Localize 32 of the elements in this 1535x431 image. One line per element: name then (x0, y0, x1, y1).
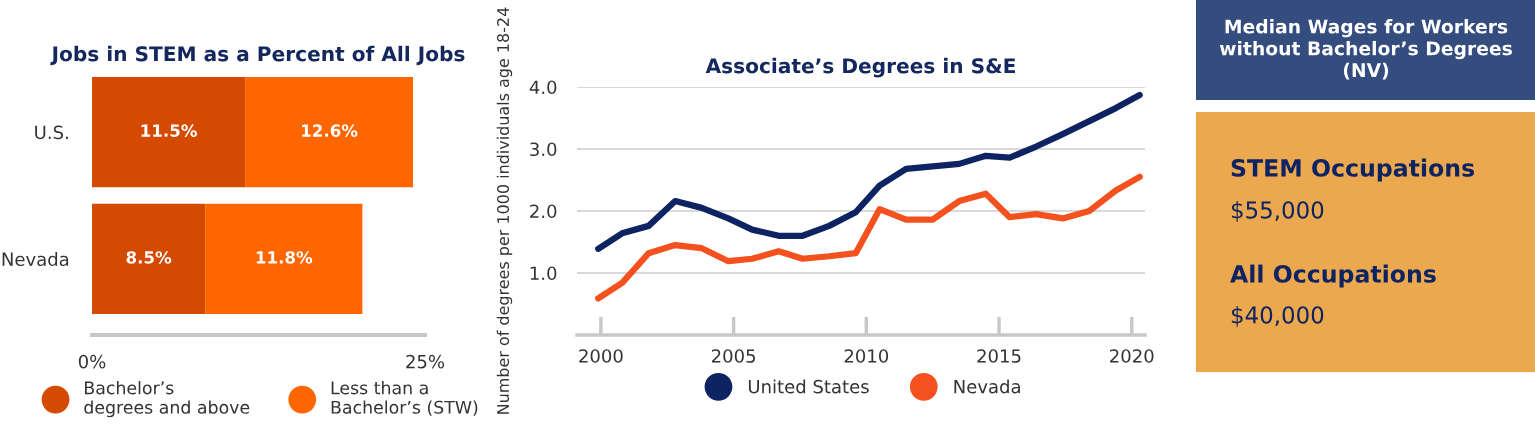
bar (92, 203, 206, 315)
chart-title: Associate’s Degrees in S&E (705, 57, 1015, 78)
x-tick-label: 2000 (579, 349, 623, 363)
text: Median Wages for Workers without Bachelor’s Degrees (NV) (1219, 19, 1512, 80)
x-tick-label: 0% (78, 354, 106, 369)
data-label: 8.5% (126, 251, 172, 264)
y-tick-label: 2.0 (530, 204, 557, 219)
y-tick-label: U.S. (35, 125, 68, 140)
legend-label: Less than a Bachelor’s (STW) (331, 380, 478, 416)
text: $55,000 (1231, 200, 1324, 222)
y-tick-label: 4.0 (529, 80, 557, 95)
x-tick-label: 2010 (844, 349, 889, 363)
bar (92, 76, 246, 188)
y-tick-label: 1.0 (530, 266, 557, 281)
bar (205, 203, 363, 315)
bar (245, 76, 414, 188)
legend-label: United States (748, 379, 869, 394)
x-tick-label: 2015 (977, 349, 1021, 363)
legend-label: Bachelor’s degrees and above (84, 380, 250, 418)
y-tick-label: 3.0 (530, 142, 557, 157)
legend-label: Nevada (954, 379, 1020, 394)
y-axis-title: Number of degrees per 1000 individuals age 18-24 (496, 7, 513, 414)
x-tick-label: 2020 (1110, 349, 1154, 363)
text: $40,000 (1231, 305, 1324, 327)
chart-title: Jobs in STEM as a Percent of All Jobs (50, 45, 465, 66)
x-tick-label: 2005 (711, 349, 755, 363)
x-tick-label: 25% (406, 354, 445, 369)
data-label: 12.6% (302, 124, 358, 137)
data-label: 11.8% (256, 251, 313, 264)
data-label: 11.5% (141, 124, 197, 137)
text: All Occupations (1230, 264, 1436, 288)
text: STEM Occupations (1231, 158, 1475, 182)
